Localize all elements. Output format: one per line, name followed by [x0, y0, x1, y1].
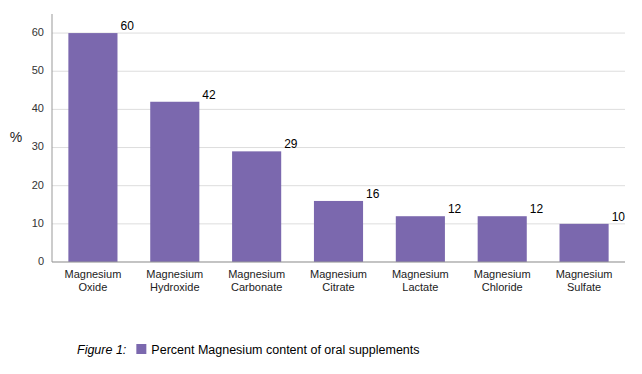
bars [68, 33, 608, 262]
bar [68, 33, 117, 262]
y-tick-label: 0 [38, 255, 44, 267]
data-label: 10 [612, 210, 626, 224]
x-tick-label-line: Lactate [402, 281, 438, 293]
x-tick-label-line: Hydroxide [150, 281, 200, 293]
bar [314, 201, 363, 262]
x-tick-label-line: Magnesium [310, 268, 367, 280]
data-label: 29 [284, 137, 298, 151]
bar [560, 224, 609, 262]
x-tick-label: MagnesiumOxide [64, 268, 121, 293]
x-tick-label: MagnesiumCarbonate [228, 268, 285, 293]
data-label: 60 [120, 19, 134, 33]
grid-line [52, 262, 625, 263]
x-tick-label-line: Chloride [482, 281, 523, 293]
bar [232, 151, 281, 262]
y-tick-label: 10 [32, 217, 44, 229]
x-tick-label: MagnesiumSulfate [556, 268, 613, 293]
legend-label: Percent Magnesium content of oral supple… [151, 343, 419, 357]
x-tick-label: MagnesiumChloride [474, 268, 531, 293]
bar [478, 216, 527, 262]
y-tick-label: 30 [32, 140, 44, 152]
x-tick-label-line: Magnesium [392, 268, 449, 280]
data-label: 12 [448, 202, 462, 216]
data-label: 42 [202, 88, 216, 102]
x-tick-label-line: Magnesium [228, 268, 285, 280]
x-tick-label-line: Magnesium [64, 268, 121, 280]
bar [396, 216, 445, 262]
grid-line [52, 71, 625, 72]
data-label: 12 [530, 202, 544, 216]
y-tick-label: 20 [32, 179, 44, 191]
x-tick-label: MagnesiumHydroxide [146, 268, 203, 293]
grid-line [52, 109, 625, 110]
grid-line [52, 185, 625, 186]
x-tick-label: MagnesiumLactate [392, 268, 449, 293]
x-axis-line [52, 262, 625, 263]
data-label: 16 [366, 187, 380, 201]
chart: 0102030405060%60422916121210MagnesiumOxi… [0, 0, 642, 374]
y-tick-label: 50 [32, 64, 44, 76]
y-axis-line [52, 14, 53, 262]
y-tick-label: 60 [32, 26, 44, 38]
y-tick-label: 40 [32, 102, 44, 114]
grid-line [52, 147, 625, 148]
x-tick-label-line: Carbonate [231, 281, 282, 293]
grid [52, 33, 625, 262]
x-tick-label-line: Oxide [79, 281, 108, 293]
y-axis-label: % [10, 129, 22, 145]
caption: Figure 1: [77, 343, 126, 357]
grid-line [52, 33, 625, 34]
x-tick-label-line: Citrate [322, 281, 354, 293]
x-tick-label: MagnesiumCitrate [310, 268, 367, 293]
x-tick-label-line: Magnesium [474, 268, 531, 280]
legend-swatch [136, 344, 146, 354]
x-tick-label-line: Magnesium [556, 268, 613, 280]
x-tick-label-line: Sulfate [567, 281, 601, 293]
bar [150, 102, 199, 262]
x-tick-label-line: Magnesium [146, 268, 203, 280]
